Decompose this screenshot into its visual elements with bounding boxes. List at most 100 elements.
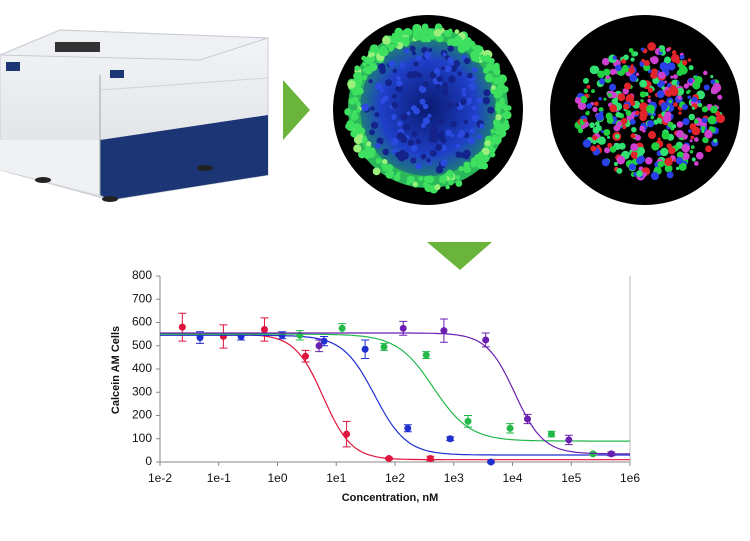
cell [476, 158, 483, 166]
cell [577, 101, 587, 110]
cell [394, 42, 399, 47]
cell [676, 151, 684, 159]
cell [370, 106, 375, 111]
cell [391, 93, 397, 99]
cell [370, 121, 379, 129]
cell [363, 150, 372, 160]
cell [445, 129, 452, 137]
cell [448, 75, 456, 83]
fit-curve [160, 332, 630, 455]
cell [609, 83, 617, 91]
x-tick-label: 1e5 [561, 471, 581, 485]
cell [636, 146, 646, 156]
cell [605, 75, 610, 80]
cell [382, 148, 389, 156]
cell [489, 152, 496, 158]
cell [496, 109, 502, 115]
cell [589, 65, 599, 75]
cell [710, 75, 714, 79]
cell [707, 115, 717, 125]
data-point [464, 417, 472, 425]
cell [688, 113, 696, 121]
cell [389, 36, 396, 44]
cell [630, 143, 639, 152]
cell [499, 97, 505, 103]
cell [447, 57, 454, 63]
cell [461, 87, 467, 93]
x-tick-label: 1e6 [620, 471, 640, 485]
cell [603, 97, 607, 101]
cell [607, 93, 612, 98]
cell [399, 62, 405, 68]
cell [579, 95, 588, 104]
cell [392, 68, 397, 74]
cell [424, 51, 430, 57]
cell [646, 104, 655, 114]
cell [457, 71, 462, 76]
cell [345, 123, 352, 130]
cell [490, 129, 495, 134]
data-point [196, 334, 204, 342]
cell [648, 131, 657, 140]
cell [410, 106, 415, 111]
cell [609, 146, 617, 153]
cell [656, 117, 663, 124]
cell [366, 141, 372, 147]
cell [679, 54, 685, 60]
cell [592, 140, 597, 145]
cell [697, 99, 702, 104]
cell [457, 44, 467, 54]
cell [413, 30, 421, 38]
cell [356, 108, 361, 113]
cell [433, 67, 441, 75]
cell [592, 135, 598, 141]
cell [463, 149, 471, 158]
cell [454, 35, 463, 44]
cell [435, 165, 444, 174]
cell [593, 101, 599, 107]
cell [596, 144, 600, 148]
cell [370, 52, 375, 57]
cell [630, 100, 636, 106]
cell [381, 159, 388, 165]
x-tick-label: 1e2 [385, 471, 405, 485]
cell [667, 62, 676, 71]
cell [436, 116, 445, 125]
cell [381, 163, 387, 169]
cell [580, 124, 586, 130]
cell [628, 67, 635, 74]
cell [636, 170, 643, 177]
cell [372, 167, 381, 176]
cell [678, 111, 682, 115]
data-point [440, 327, 448, 335]
cell [434, 184, 441, 191]
cell [598, 96, 603, 101]
cell [379, 98, 386, 104]
cell [596, 138, 601, 144]
cell [637, 155, 646, 163]
cell [635, 110, 640, 116]
cell [650, 171, 660, 181]
cell [445, 170, 451, 176]
cell [463, 119, 468, 124]
cell [409, 45, 416, 52]
arrow-down [427, 242, 492, 270]
cell [422, 181, 429, 188]
chart: Concentration, nM Calcein AM Cells 0 100 2… [110, 268, 640, 504]
cell [691, 106, 695, 110]
cell [660, 147, 669, 157]
cell [361, 103, 369, 112]
cell [404, 48, 410, 54]
cell [418, 176, 424, 182]
cell [503, 105, 510, 112]
cell [501, 122, 510, 131]
data-point [399, 324, 407, 332]
cell [700, 125, 706, 131]
cell [701, 129, 705, 134]
cell [607, 135, 611, 139]
cell [485, 64, 492, 71]
cell [472, 67, 478, 73]
cell [382, 36, 391, 45]
cell [597, 136, 606, 145]
